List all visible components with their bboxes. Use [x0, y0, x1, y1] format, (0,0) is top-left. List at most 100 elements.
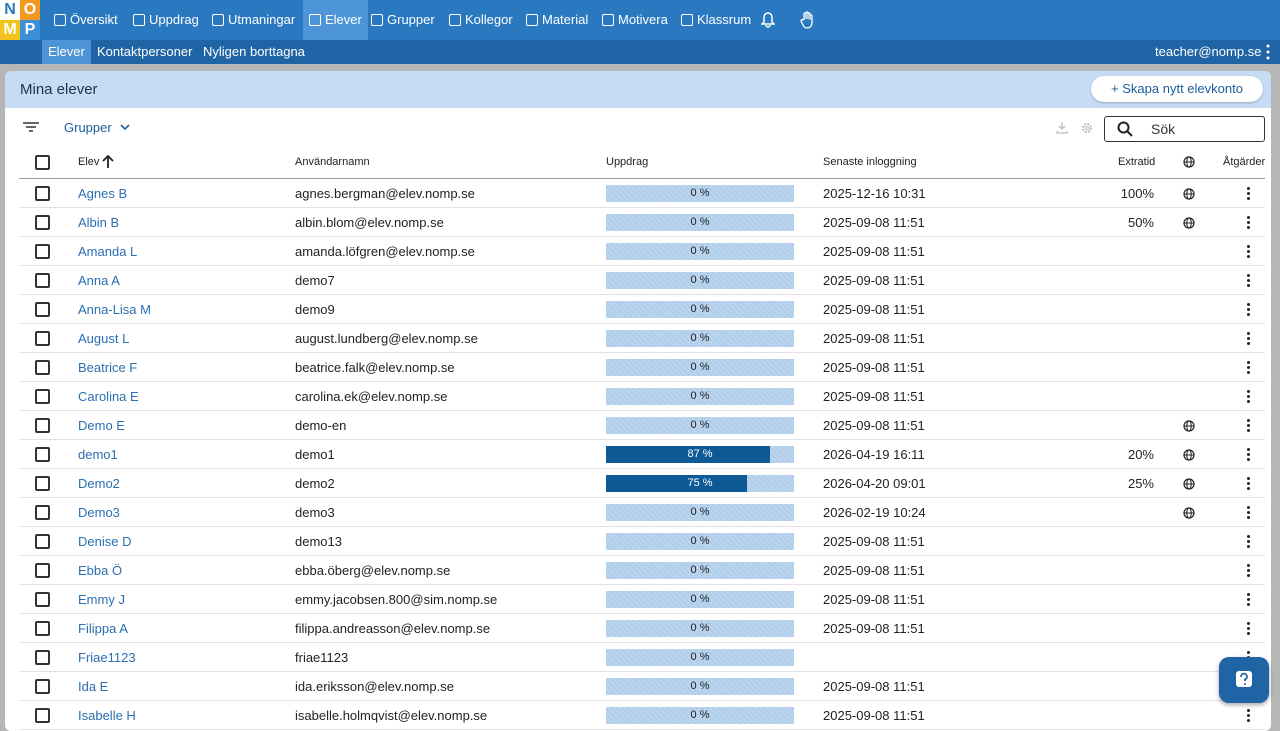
row-actions[interactable]	[1241, 215, 1255, 230]
progress-label: 0 %	[690, 651, 710, 663]
nav-item[interactable]: Översikt	[48, 0, 124, 40]
row-actions[interactable]	[1241, 302, 1255, 317]
action-dot	[1247, 709, 1250, 712]
row-checkbox[interactable]	[35, 447, 50, 462]
row-actions[interactable]	[1241, 534, 1255, 549]
row-checkbox[interactable]	[35, 679, 50, 694]
row-checkbox[interactable]	[35, 534, 50, 549]
row-actions[interactable]	[1241, 592, 1255, 607]
action-dot	[1247, 192, 1250, 195]
extra-time-header[interactable]: Extratid	[1118, 156, 1156, 168]
student-name[interactable]: Albin B	[78, 215, 120, 230]
student-name[interactable]: Demo2	[78, 476, 120, 491]
search-box[interactable]	[1104, 116, 1265, 142]
row-actions[interactable]	[1241, 273, 1255, 288]
subnav-item[interactable]: Elever	[42, 40, 91, 64]
row-checkbox[interactable]	[35, 302, 50, 317]
sort-arrow[interactable]	[102, 155, 114, 169]
select-all-checkbox[interactable]	[35, 155, 50, 170]
student-name[interactable]: Anna A	[78, 273, 120, 288]
nav-item[interactable]: Utmaningar	[206, 0, 301, 40]
subnav-item[interactable]: Nyligen borttagna	[203, 44, 305, 59]
nav-item[interactable]: Material	[520, 0, 594, 40]
row-checkbox[interactable]	[35, 592, 50, 607]
download-icon[interactable]	[1055, 121, 1069, 135]
row-checkbox[interactable]	[35, 650, 50, 665]
student-name[interactable]: Agnes B	[78, 186, 128, 201]
nav-item[interactable]: Grupper	[365, 0, 441, 40]
row-checkbox[interactable]	[35, 505, 50, 520]
student-name[interactable]: Friae1123	[78, 650, 136, 665]
student-header[interactable]: Elev	[78, 156, 100, 168]
action-dot	[1247, 250, 1250, 253]
settings-icon[interactable]	[1080, 121, 1094, 135]
student-name[interactable]: Ebba Ö	[78, 563, 123, 578]
row-actions[interactable]	[1241, 418, 1255, 433]
row-actions[interactable]	[1241, 360, 1255, 375]
student-name[interactable]: Denise D	[78, 534, 132, 549]
row-checkbox[interactable]	[35, 244, 50, 259]
progress-bar: 0 %	[606, 504, 794, 521]
row-actions[interactable]	[1241, 505, 1255, 520]
student-name[interactable]: Isabelle H	[78, 708, 136, 723]
student-name[interactable]: Anna-Lisa M	[78, 302, 151, 317]
row-divider	[19, 642, 1265, 643]
nav-item[interactable]: Klassrum	[675, 0, 757, 40]
row-checkbox[interactable]	[35, 273, 50, 288]
row-checkbox[interactable]	[35, 621, 50, 636]
action-dot	[1247, 714, 1250, 717]
row-actions[interactable]	[1241, 244, 1255, 259]
nav-item[interactable]: Kollegor	[443, 0, 519, 40]
row-checkbox[interactable]	[35, 360, 50, 375]
row-actions[interactable]	[1241, 447, 1255, 462]
progress-fill	[606, 475, 747, 492]
row-actions[interactable]	[1241, 476, 1255, 491]
row-actions[interactable]	[1241, 708, 1255, 723]
row-checkbox[interactable]	[35, 476, 50, 491]
row-checkbox[interactable]	[35, 389, 50, 404]
progress-bar: 87 %	[606, 446, 794, 463]
last-login-header[interactable]: Senaste inloggning	[823, 156, 917, 168]
nav-item[interactable]: Uppdrag	[127, 0, 205, 40]
group-filter[interactable]: Grupper	[64, 120, 112, 135]
username-header[interactable]: Användarnamn	[295, 156, 370, 168]
student-name[interactable]: Carolina E	[78, 389, 139, 404]
subnav-item[interactable]: Kontaktpersoner	[97, 44, 193, 59]
action-dot	[1247, 395, 1250, 398]
more-icon[interactable]	[1265, 42, 1271, 62]
help-button[interactable]	[1219, 657, 1269, 703]
bell-icon[interactable]	[761, 12, 775, 28]
student-name[interactable]: Beatrice F	[78, 360, 138, 375]
row-actions[interactable]	[1241, 331, 1255, 346]
filter-icon[interactable]	[22, 121, 40, 133]
student-name[interactable]: demo1	[78, 447, 118, 462]
row-checkbox[interactable]	[35, 215, 50, 230]
student-name[interactable]: Emmy J	[78, 592, 125, 607]
row-checkbox[interactable]	[35, 186, 50, 201]
user-email[interactable]: teacher@nomp.se	[1155, 44, 1262, 59]
row-checkbox[interactable]	[35, 418, 50, 433]
student-name[interactable]: Filippa A	[78, 621, 128, 636]
row-actions[interactable]	[1241, 621, 1255, 636]
nav-item[interactable]: Motivera	[596, 0, 674, 40]
row-checkbox[interactable]	[35, 563, 50, 578]
chevron-icon[interactable]	[120, 123, 130, 131]
student-name[interactable]: Demo E	[78, 418, 125, 433]
assignments-header[interactable]: Uppdrag	[606, 156, 649, 168]
last-login: 2025-09-08 11:51	[823, 621, 925, 636]
student-name[interactable]: Amanda L	[78, 244, 138, 259]
username: demo13	[295, 534, 342, 549]
row-checkbox[interactable]	[35, 331, 50, 346]
row-actions[interactable]	[1241, 186, 1255, 201]
create-student-button[interactable]: + Skapa nytt elevkonto	[1091, 76, 1263, 102]
student-name[interactable]: Demo3	[78, 505, 120, 520]
student-name[interactable]: Ida E	[78, 679, 109, 694]
action-dot	[1247, 279, 1250, 282]
row-actions[interactable]	[1241, 389, 1255, 404]
row-checkbox[interactable]	[35, 708, 50, 723]
row-actions[interactable]	[1241, 563, 1255, 578]
hand-icon[interactable]	[800, 11, 816, 29]
student-name[interactable]: August L	[78, 331, 130, 346]
nav-item[interactable]: Elever	[303, 0, 368, 40]
